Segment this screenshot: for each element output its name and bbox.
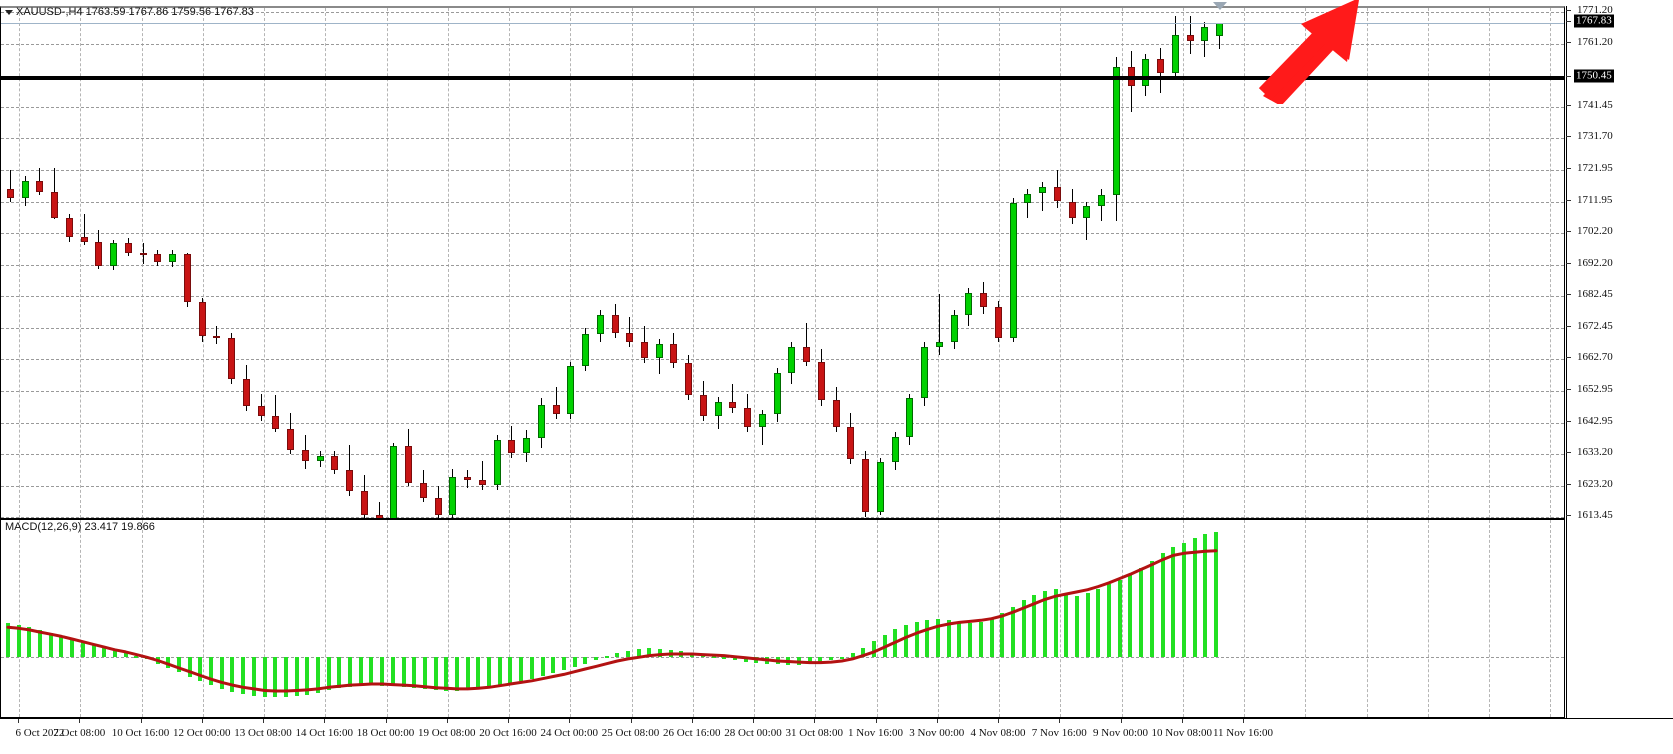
price-axis-label: 1613.45 bbox=[1577, 509, 1613, 521]
price-axis-tick bbox=[1566, 388, 1571, 390]
date-axis-tick bbox=[753, 719, 754, 723]
price-axis-tick bbox=[1566, 326, 1571, 328]
price-axis-tick bbox=[1566, 483, 1571, 485]
macd-indicator-panel[interactable] bbox=[0, 519, 1565, 718]
chevron-down-icon[interactable] bbox=[5, 10, 13, 15]
date-axis-label: 4 Nov 08:00 bbox=[970, 727, 1026, 739]
price-axis-tick bbox=[1566, 230, 1571, 232]
macd-indicator-label: MACD(12,26,9) 23.417 19.866 bbox=[5, 521, 155, 533]
price-axis-label-highlighted: 1767.83 bbox=[1574, 14, 1614, 28]
price-axis-tick bbox=[1566, 199, 1571, 201]
price-axis-label: 1721.95 bbox=[1577, 161, 1613, 174]
date-axis-tick bbox=[508, 719, 509, 723]
price-axis-tick bbox=[1566, 167, 1571, 169]
key-level-line bbox=[1, 76, 1564, 81]
symbol-ohlc-label: XAUUSD-,H4 1763.59 1767.86 1759.56 1767.… bbox=[16, 6, 254, 18]
date-axis-label: 10 Nov 08:00 bbox=[1151, 727, 1213, 739]
price-axis-label: 1702.20 bbox=[1577, 224, 1613, 237]
date-axis-label: 24 Oct 00:00 bbox=[540, 727, 598, 739]
price-axis-tick bbox=[1566, 515, 1571, 516]
date-axis-tick bbox=[263, 719, 264, 723]
price-axis-tick bbox=[1566, 20, 1571, 22]
price-axis-label: 1761.20 bbox=[1577, 36, 1613, 48]
date-axis-tick bbox=[814, 719, 816, 723]
date-axis-label: 18 Oct 00:00 bbox=[356, 727, 415, 739]
price-axis-label: 1682.45 bbox=[1577, 288, 1613, 301]
date-axis-tick bbox=[691, 719, 693, 723]
date-axis-label: 9 Nov 00:00 bbox=[1093, 727, 1148, 739]
date-axis-tick bbox=[1059, 719, 1061, 723]
price-axis-label: 1662.70 bbox=[1577, 351, 1613, 364]
price-axis-tick bbox=[1566, 42, 1571, 43]
date-axis-label: 26 Oct 16:00 bbox=[663, 727, 721, 739]
date-axis-tick bbox=[18, 719, 19, 723]
date-axis-tick bbox=[79, 719, 81, 723]
macd-signal-line bbox=[6, 549, 1218, 693]
date-axis-tick bbox=[385, 719, 387, 723]
date-axis-label: 12 Oct 00:00 bbox=[173, 727, 231, 739]
date-axis-label: 19 Oct 08:00 bbox=[418, 727, 476, 739]
price-axis-label: 1652.95 bbox=[1577, 382, 1613, 395]
date-axis-label: 14 Oct 16:00 bbox=[295, 727, 353, 739]
date-axis-tick bbox=[569, 719, 571, 723]
date-axis-tick bbox=[140, 719, 142, 723]
price-axis-tick bbox=[1566, 262, 1571, 264]
price-axis-tick bbox=[1566, 420, 1571, 422]
price-axis-tick bbox=[1566, 357, 1571, 359]
price-axis-tick bbox=[1566, 105, 1571, 107]
date-axis-tick bbox=[324, 719, 326, 723]
date-axis-label: 6 Oct 2022 bbox=[15, 727, 65, 739]
date-axis-label: 7 Nov 16:00 bbox=[1031, 727, 1087, 739]
price-axis-tick bbox=[1566, 294, 1571, 296]
price-axis-label: 1692.20 bbox=[1577, 256, 1613, 269]
price-axis[interactable]: 1771.20 1767.83 1761.20 1750.45 1741.45 1731.… bbox=[1566, 4, 1673, 521]
date-axis-tick bbox=[1243, 719, 1244, 723]
price-axis-label: 1711.95 bbox=[1577, 193, 1613, 206]
date-axis-tick bbox=[1120, 719, 1122, 723]
price-axis-label: 1642.95 bbox=[1577, 414, 1613, 427]
date-axis-label: 1 Nov 16:00 bbox=[848, 727, 903, 739]
price-axis-tick bbox=[1566, 451, 1571, 453]
date-axis-label: 10 Oct 16:00 bbox=[111, 727, 170, 739]
price-axis-label: 1623.20 bbox=[1577, 477, 1613, 490]
price-axis-tick bbox=[1566, 10, 1571, 11]
price-axis-label: 1633.20 bbox=[1577, 445, 1613, 458]
date-axis-tick bbox=[998, 719, 999, 723]
macd-axis-rule bbox=[1566, 519, 1567, 718]
price-axis-label: 1731.70 bbox=[1577, 130, 1613, 143]
macd-axis[interactable]: 25.0540.00-10.963 bbox=[1566, 519, 1673, 718]
date-axis-tick bbox=[875, 719, 877, 723]
date-axis-label: 13 Oct 08:00 bbox=[234, 727, 292, 739]
date-axis-tick bbox=[936, 719, 938, 723]
up-right-arrow-annotation bbox=[1258, 0, 1359, 104]
date-axis-tick bbox=[630, 719, 632, 723]
price-axis-label-highlighted: 1750.45 bbox=[1574, 69, 1614, 83]
date-axis-label: 31 Oct 08:00 bbox=[785, 727, 843, 739]
price-axis-label: 1672.45 bbox=[1577, 320, 1613, 333]
date-axis-tick bbox=[1181, 719, 1183, 723]
last-price-line bbox=[1, 22, 1564, 24]
date-axis-tick bbox=[446, 719, 448, 723]
date-axis-label: 3 Nov 00:00 bbox=[909, 727, 965, 739]
date-axis-label: 11 Nov 16:00 bbox=[1212, 727, 1274, 739]
price-axis-label: 1741.45 bbox=[1577, 99, 1613, 112]
date-axis-label: 28 Oct 00:00 bbox=[724, 727, 782, 739]
date-axis-label: 7 Oct 08:00 bbox=[53, 727, 106, 739]
date-axis-label: 25 Oct 08:00 bbox=[601, 727, 660, 739]
date-axis-label: 20 Oct 16:00 bbox=[479, 727, 537, 739]
price-axis-tick bbox=[1566, 76, 1571, 78]
triangle-down-marker-icon bbox=[1213, 2, 1227, 10]
date-axis-tick bbox=[201, 719, 203, 723]
price-axis-tick bbox=[1566, 136, 1571, 138]
price-axis-rule bbox=[1566, 6, 1567, 519]
date-axis[interactable]: 6 Oct 2022 7 Oct 08:00 10 Oct 16:00 12 Oct … bbox=[0, 718, 1673, 754]
price-axis-label: 1771.20 bbox=[1577, 4, 1613, 16]
